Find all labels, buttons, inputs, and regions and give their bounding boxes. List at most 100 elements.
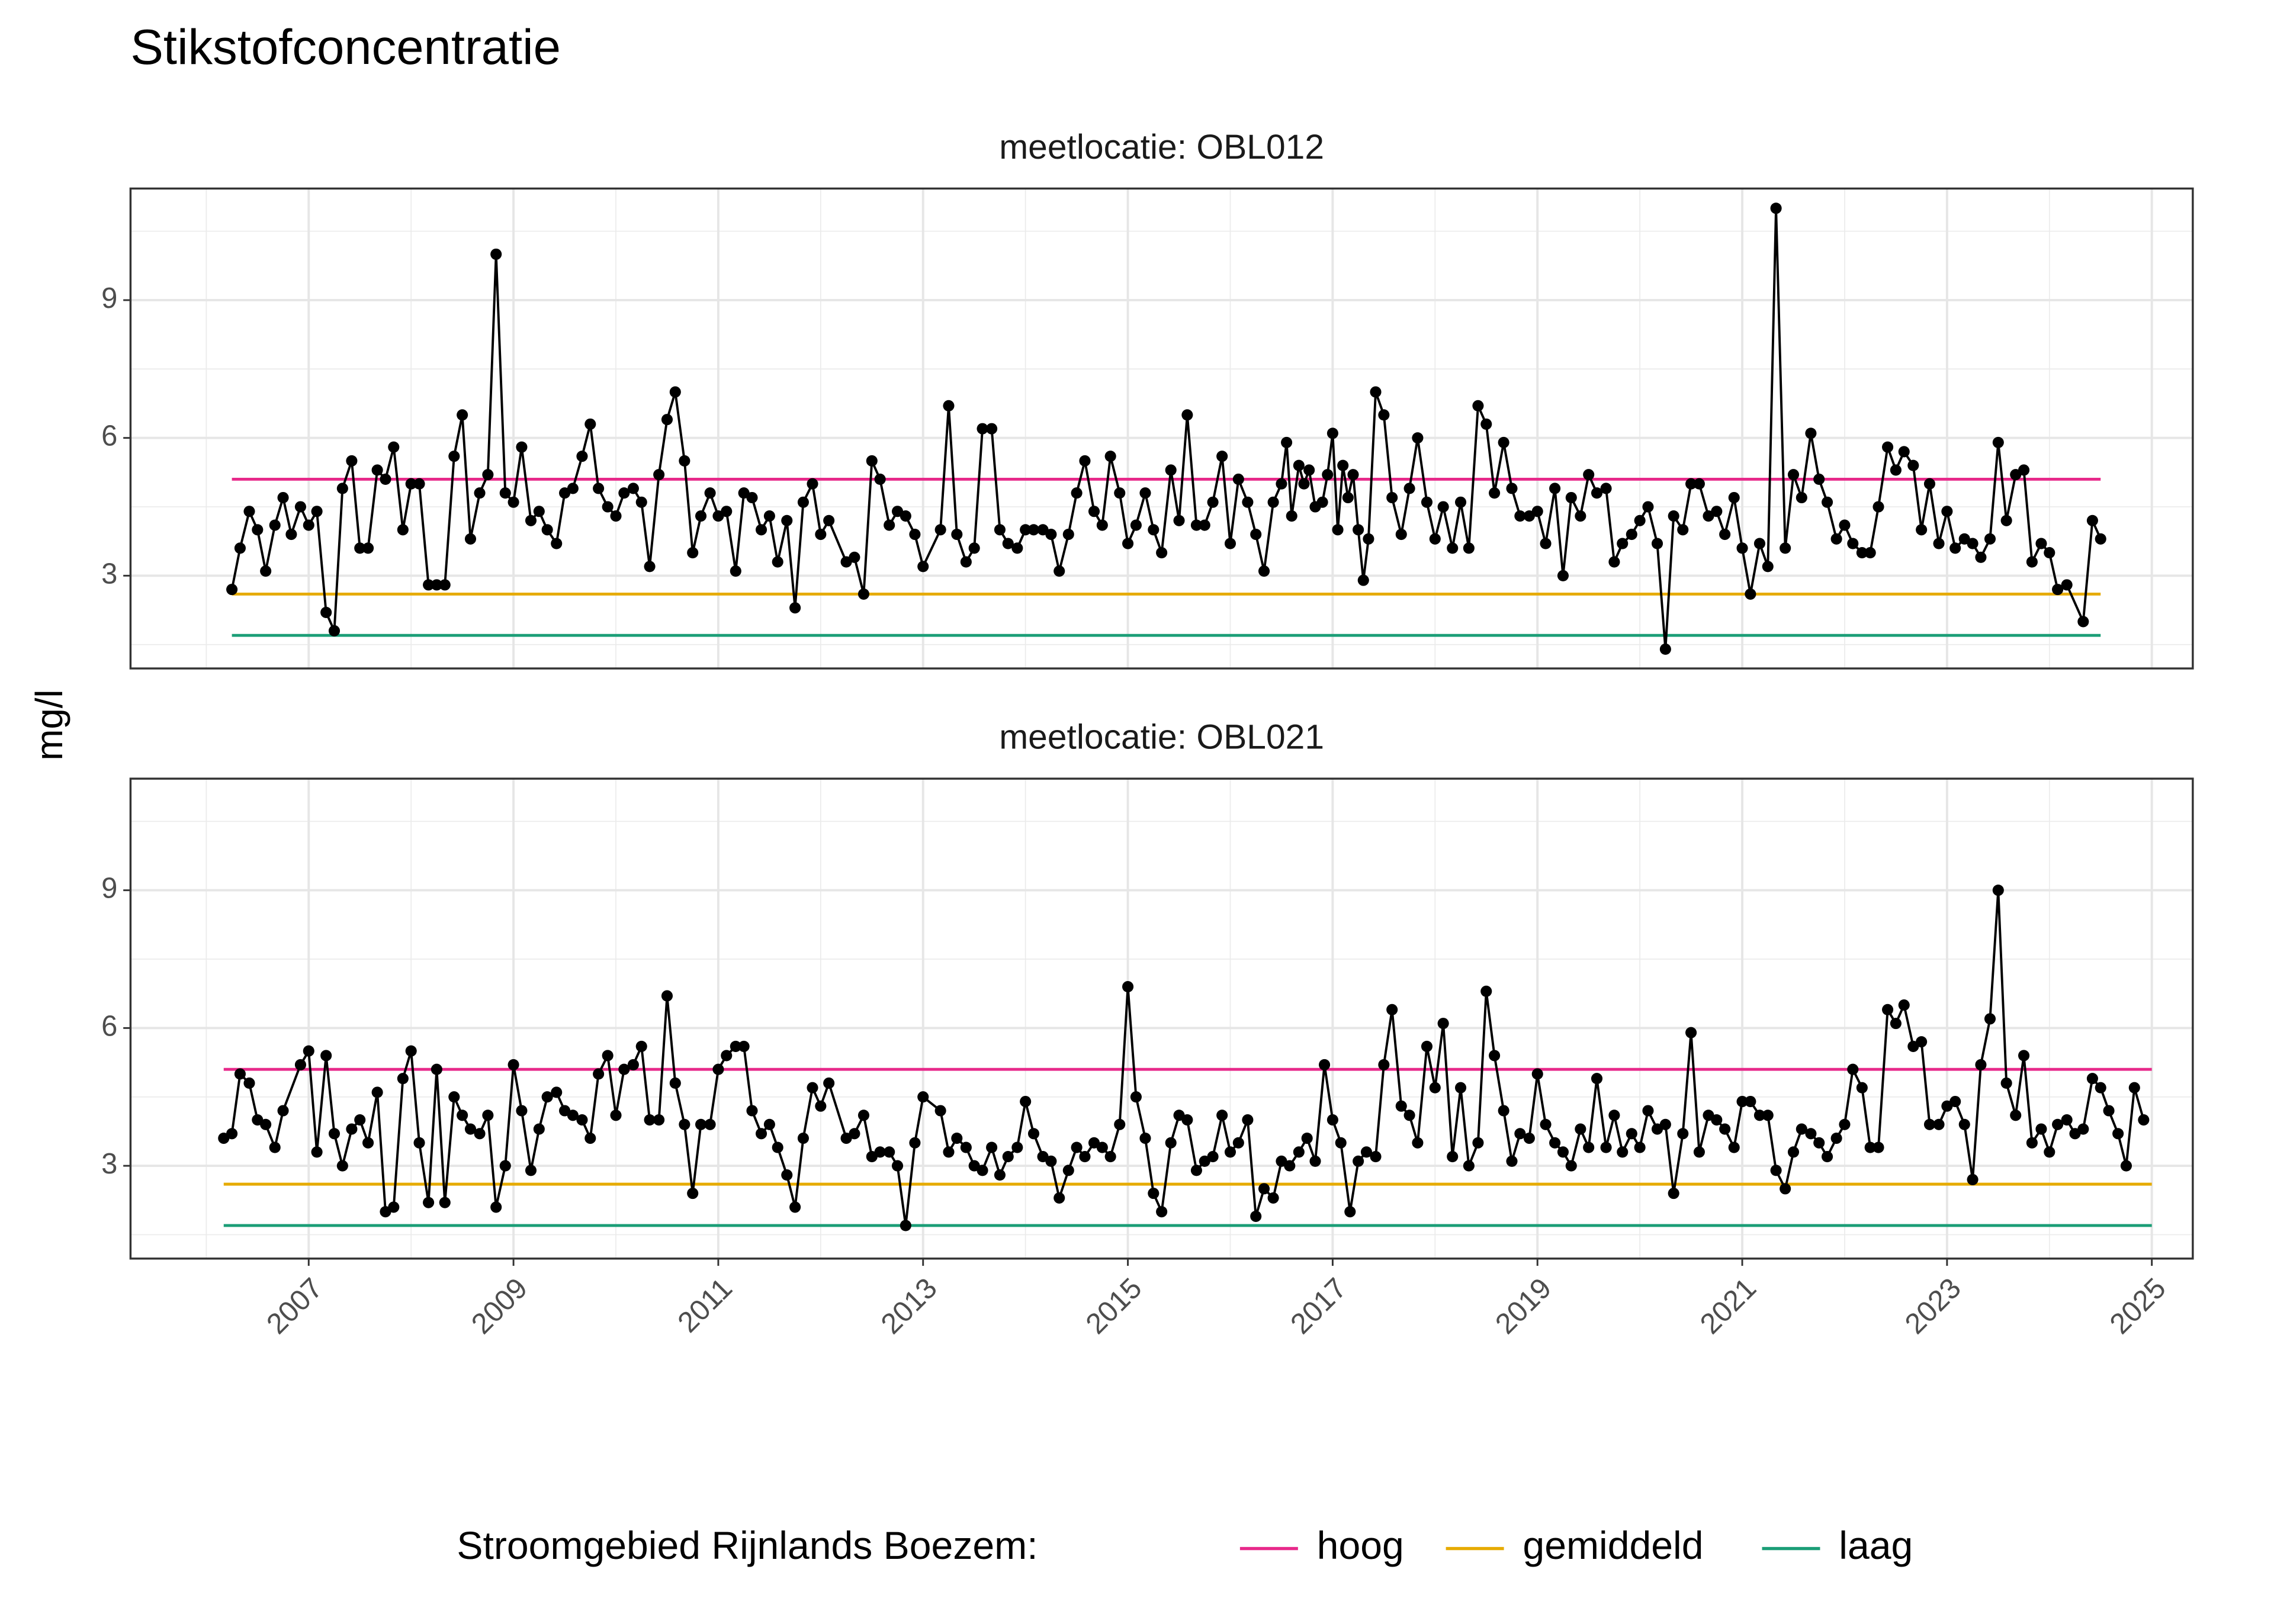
data-point (1463, 542, 1475, 554)
data-point (1626, 528, 1637, 541)
data-point (1421, 1040, 1433, 1052)
data-point (1027, 524, 1040, 536)
data-point (1668, 510, 1679, 522)
data-point (977, 423, 988, 435)
data-point (884, 519, 895, 531)
data-point (2120, 1160, 2132, 1172)
data-point (1421, 496, 1433, 508)
data-point (516, 441, 528, 453)
data-point (1557, 570, 1569, 581)
data-point (1165, 464, 1177, 476)
data-point (712, 1063, 724, 1075)
data-point (2035, 1123, 2047, 1135)
data-point (1907, 459, 1919, 471)
data-point (1054, 1192, 1065, 1204)
data-point (1796, 491, 1807, 504)
data-point (320, 606, 332, 618)
data-point (499, 487, 511, 499)
data-point (328, 1128, 341, 1140)
data-point (1898, 446, 1910, 458)
data-point (1805, 1128, 1817, 1140)
data-point (2086, 1073, 2098, 1085)
data-point (457, 1110, 468, 1121)
data-point (1104, 1151, 1116, 1163)
data-point (951, 528, 963, 541)
data-point (1472, 1137, 1484, 1149)
data-point (789, 602, 801, 614)
data-point (1114, 1118, 1126, 1130)
data-point (269, 519, 281, 531)
data-point (1173, 514, 1185, 526)
data-point (1975, 1059, 1987, 1070)
data-point (1719, 528, 1731, 541)
data-point (525, 514, 537, 526)
data-point (388, 441, 400, 453)
data-point (1130, 1091, 1142, 1103)
data-point (2052, 1118, 2064, 1130)
data-point (1608, 1110, 1620, 1121)
data-point (1531, 506, 1543, 517)
data-point (1242, 496, 1254, 508)
data-point (1651, 538, 1663, 549)
data-point (1780, 1183, 1791, 1195)
data-point (1753, 538, 1765, 549)
data-point (1753, 1110, 1765, 1121)
data-point (1540, 538, 1552, 549)
data-point (593, 483, 605, 494)
data-point (1728, 1141, 1740, 1153)
data-point (2000, 1077, 2012, 1089)
data-point (1284, 1160, 1296, 1172)
data-point (789, 1201, 801, 1213)
data-point (1805, 427, 1817, 439)
legend-label: laag (1839, 1524, 1913, 1568)
data-point (1353, 524, 1364, 536)
data-point (1463, 1160, 1475, 1172)
data-point (1447, 1151, 1459, 1163)
data-point (490, 248, 502, 260)
data-point (1949, 542, 1961, 554)
data-point (1626, 1128, 1637, 1140)
data-point (1378, 409, 1390, 421)
data-point (1600, 483, 1612, 494)
data-point (431, 1063, 442, 1075)
data-point (2000, 514, 2012, 526)
data-point (1923, 1118, 1936, 1130)
data-point (1839, 519, 1851, 531)
data-point (1506, 1155, 1518, 1167)
data-point (593, 1068, 605, 1080)
data-point (362, 542, 374, 554)
data-point (2018, 1050, 2030, 1062)
data-point (1395, 528, 1407, 541)
data-point (252, 524, 264, 536)
data-point (1258, 565, 1270, 577)
data-point (1711, 506, 1723, 517)
data-point (541, 1091, 553, 1103)
y-tick-label: 3 (101, 1148, 117, 1180)
data-point (1207, 496, 1219, 508)
data-point (1745, 1095, 1756, 1108)
data-point (1357, 574, 1369, 586)
data-point (1232, 473, 1244, 485)
data-point (755, 524, 767, 536)
data-point (797, 496, 809, 508)
data-point (482, 1110, 494, 1121)
data-point (679, 1118, 690, 1130)
data-point (1156, 1206, 1168, 1218)
data-point (464, 1123, 477, 1135)
data-point (2044, 547, 2055, 559)
data-point (311, 1146, 323, 1158)
data-point (1156, 547, 1168, 559)
data-point (730, 1040, 741, 1052)
data-point (1216, 451, 1228, 462)
data-point (951, 1132, 963, 1144)
data-point (294, 501, 306, 513)
data-point (431, 579, 442, 591)
data-point (1309, 1155, 1321, 1167)
data-point (1830, 1132, 1842, 1144)
data-point (413, 478, 425, 490)
data-point (730, 565, 741, 577)
data-point (1437, 501, 1449, 513)
data-point (1762, 1110, 1774, 1121)
data-point (1199, 519, 1210, 531)
data-point (807, 478, 818, 490)
